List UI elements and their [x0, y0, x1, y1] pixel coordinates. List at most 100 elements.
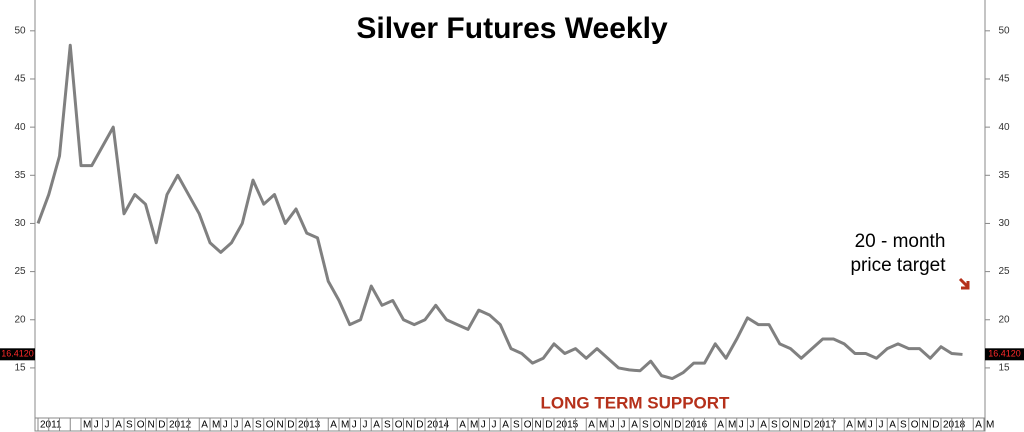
y-tick-label: 15 [998, 363, 1010, 374]
x-tick-label: 2016 [685, 420, 708, 431]
y-tick-label: 20 [14, 314, 26, 325]
x-tick-label: J [105, 420, 110, 431]
x-tick-label: N [535, 420, 542, 431]
annotation: price target [850, 255, 946, 276]
x-tick-label: N [277, 420, 284, 431]
x-tick-label: 2017 [814, 420, 837, 431]
x-tick-label: 2018 [943, 420, 966, 431]
x-tick-label: A [459, 420, 466, 431]
x-tick-label: J [94, 420, 99, 431]
price-marker-label: 16.4120 [1, 349, 34, 359]
x-tick-label: A [330, 420, 337, 431]
x-tick-label: D [158, 420, 165, 431]
x-tick-label: M [986, 420, 994, 431]
x-tick-label: S [384, 420, 391, 431]
x-tick-label: J [481, 420, 486, 431]
x-tick-label: D [545, 420, 552, 431]
x-tick-label: N [922, 420, 929, 431]
y-tick-label: 45 [998, 74, 1010, 85]
x-tick-label: 2015 [556, 420, 579, 431]
x-tick-label: N [793, 420, 800, 431]
x-tick-label: A [760, 420, 767, 431]
x-tick-label: M [599, 420, 607, 431]
x-tick-label: O [524, 420, 532, 431]
x-tick-label: 2011 [40, 420, 62, 431]
x-tick-label: O [395, 420, 403, 431]
x-tick-label: D [803, 420, 810, 431]
x-tick-label: J [352, 420, 357, 431]
x-tick-label: S [771, 420, 778, 431]
x-tick-label: O [137, 420, 145, 431]
y-tick-label: 50 [998, 25, 1010, 36]
y-tick-label: 25 [998, 266, 1010, 277]
x-tick-label: 2013 [298, 420, 321, 431]
annotation: 20 - month [855, 231, 946, 252]
x-tick-label: J [750, 420, 755, 431]
x-tick-label: J [621, 420, 626, 431]
x-tick-label: O [911, 420, 919, 431]
x-tick-label: S [642, 420, 649, 431]
x-tick-label: D [674, 420, 681, 431]
x-tick-label: A [889, 420, 896, 431]
x-tick-label: N [148, 420, 155, 431]
price-marker-box [0, 348, 35, 361]
chart-title: Silver Futures Weekly [356, 12, 668, 45]
y-tick-label: 40 [998, 122, 1010, 133]
x-tick-label: O [653, 420, 661, 431]
price-marker-label: 16.4120 [988, 349, 1021, 359]
x-tick-label: A [373, 420, 380, 431]
x-tick-label: M [212, 420, 220, 431]
x-tick-label: N [406, 420, 413, 431]
x-tick-label: S [900, 420, 907, 431]
y-tick-label: 20 [998, 314, 1010, 325]
x-tick-label: A [201, 420, 208, 431]
x-tick-label: S [255, 420, 262, 431]
x-tick-label: A [717, 420, 724, 431]
x-tick-label: M [341, 420, 349, 431]
x-tick-label: S [513, 420, 520, 431]
y-tick-label: 25 [14, 266, 26, 277]
x-tick-label: A [115, 420, 122, 431]
x-tick-label: M [857, 420, 865, 431]
x-tick-label: A [846, 420, 853, 431]
x-tick-label: A [975, 420, 982, 431]
x-tick-label: A [502, 420, 509, 431]
x-tick-label: J [610, 420, 615, 431]
annotation: LONG TERM SUPPORT [541, 393, 731, 412]
x-tick-label: J [879, 420, 884, 431]
x-tick-label: O [782, 420, 790, 431]
price-marker-box [985, 348, 1024, 361]
x-tick-label: D [932, 420, 939, 431]
x-tick-label: J [492, 420, 497, 431]
x-tick-label: S [126, 420, 133, 431]
x-tick-label: A [244, 420, 251, 431]
x-tick-label: J [223, 420, 228, 431]
x-tick-label: D [416, 420, 423, 431]
y-tick-label: 35 [14, 170, 26, 181]
x-tick-label: N [664, 420, 671, 431]
x-tick-label: 2014 [427, 420, 450, 431]
y-tick-label: 35 [998, 170, 1010, 181]
x-tick-label: J [234, 420, 239, 431]
x-tick-label: J [739, 420, 744, 431]
target-arrow [958, 277, 970, 290]
x-tick-label: 2012 [169, 420, 192, 431]
x-tick-label: M [83, 420, 91, 431]
y-tick-label: 50 [14, 25, 26, 36]
x-tick-label: J [363, 420, 368, 431]
x-tick-label: O [266, 420, 274, 431]
y-tick-label: 15 [14, 363, 26, 374]
x-tick-label: M [470, 420, 478, 431]
x-tick-label: A [588, 420, 595, 431]
y-tick-label: 45 [14, 74, 26, 85]
x-tick-label: A [631, 420, 638, 431]
y-tick-label: 30 [998, 218, 1010, 229]
y-tick-label: 40 [14, 122, 26, 133]
price-line [36, 43, 963, 381]
x-tick-label: D [287, 420, 294, 431]
y-tick-label: 30 [14, 218, 26, 229]
x-tick-label: M [728, 420, 736, 431]
x-tick-label: J [868, 420, 873, 431]
